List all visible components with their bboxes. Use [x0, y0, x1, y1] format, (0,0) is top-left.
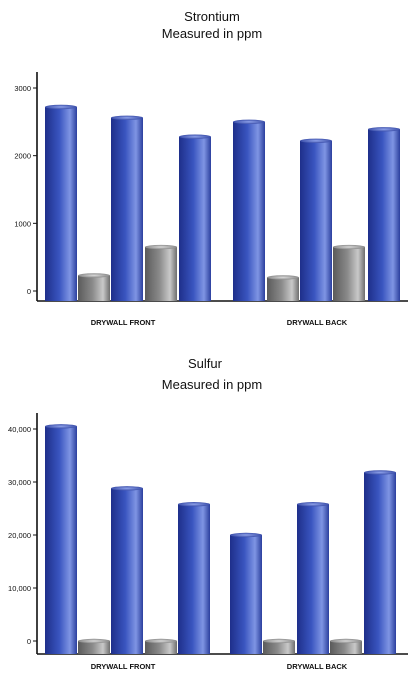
- y-tick-label: 20,000: [8, 531, 31, 540]
- bar-blue: [300, 140, 332, 301]
- bar-gray: [333, 247, 365, 301]
- bar-blue: [111, 117, 143, 301]
- bar-top-cap: [179, 134, 211, 139]
- bar-top-cap: [145, 638, 177, 644]
- chart-title: Strontium: [184, 9, 240, 24]
- bar-top-cap: [333, 244, 365, 250]
- bar-gray: [330, 641, 362, 654]
- strontium-plot: 0 1000 2000 3000 DRYWALL FRONT DRYWALL BACK: [14, 72, 408, 327]
- chart-subtitle: Measured in ppm: [162, 26, 262, 41]
- bar-top-cap: [111, 115, 143, 120]
- y-tick-label: 30,000: [8, 478, 31, 487]
- x-category-label: DRYWALL FRONT: [91, 318, 156, 327]
- bar-top-cap: [233, 119, 265, 125]
- bar-blue: [179, 136, 211, 301]
- bar-top-cap: [300, 138, 332, 143]
- y-tick-label: 40,000: [8, 425, 31, 434]
- y-tick-label: 3000: [14, 84, 31, 93]
- bar-top-cap: [78, 638, 110, 644]
- bar-blue: [230, 535, 262, 654]
- bar-top-cap: [145, 244, 177, 250]
- x-category-label: DRYWALL FRONT: [91, 662, 156, 671]
- bar-top-cap: [45, 424, 77, 429]
- strontium-chart: Strontium Measured in ppm 0 1000 2000 3000 D…: [14, 9, 408, 327]
- bar-blue: [45, 106, 77, 302]
- bar-blue: [178, 504, 210, 654]
- sulfur-chart: Sulfur Measured in ppm 0 10,000 20,000 30,0…: [8, 356, 408, 671]
- bar-blue: [45, 426, 77, 654]
- bar-top-cap: [330, 638, 362, 644]
- bar-top-cap: [263, 638, 295, 644]
- bar-gray: [78, 641, 110, 654]
- bar-top-cap: [364, 470, 396, 475]
- y-tick-label: 1000: [14, 219, 31, 228]
- chart-title: Sulfur: [188, 356, 223, 371]
- bar-top-cap: [368, 127, 400, 132]
- y-tick-label: 0: [27, 287, 31, 296]
- bar-gray: [145, 247, 177, 301]
- bar-top-cap: [230, 532, 262, 538]
- bar-blue: [297, 504, 329, 654]
- bar-gray: [267, 277, 299, 301]
- y-tick-label: 2000: [14, 152, 31, 161]
- sulfur-plot: 0 10,000 20,000 30,000 40,000 DRYWALL FRONT DR…: [8, 413, 408, 671]
- y-tick-label: 10,000: [8, 584, 31, 593]
- bar-top-cap: [78, 273, 110, 278]
- bar-gray: [263, 641, 295, 654]
- bar-gray: [145, 641, 177, 654]
- bar-gray: [78, 275, 110, 301]
- bar-blue: [111, 488, 143, 654]
- bar-top-cap: [45, 104, 77, 110]
- bar-blue: [368, 129, 400, 301]
- bar-top-cap: [178, 502, 210, 507]
- bar-blue: [364, 472, 396, 654]
- bar-top-cap: [111, 486, 143, 491]
- chart-subtitle: Measured in ppm: [162, 377, 262, 392]
- bar-top-cap: [297, 502, 329, 507]
- bar-blue: [233, 121, 265, 301]
- y-tick-label: 0: [27, 637, 31, 646]
- bar-top-cap: [267, 275, 299, 280]
- x-category-label: DRYWALL BACK: [287, 318, 348, 327]
- x-category-label: DRYWALL BACK: [287, 662, 348, 671]
